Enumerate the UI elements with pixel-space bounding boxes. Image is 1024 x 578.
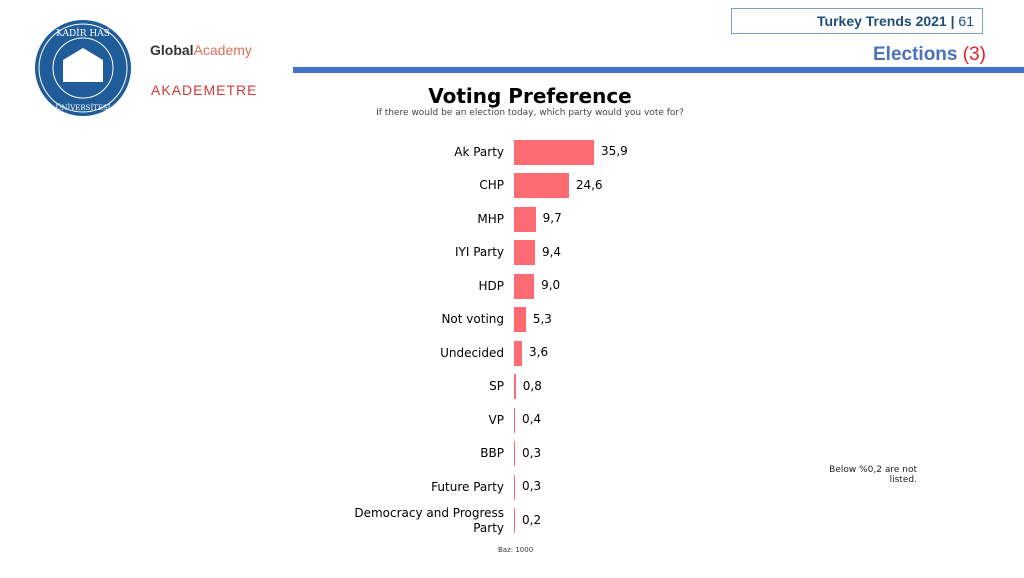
category-label: IYI Party xyxy=(454,245,504,259)
section-title: Elections (3) xyxy=(873,44,986,65)
value-label: 24,6 xyxy=(575,177,603,192)
akademetre-logo: AKADEMETRE xyxy=(151,82,258,98)
report-header: Turkey Trends 2021 | 61 xyxy=(731,8,983,34)
value-label: 5,3 xyxy=(532,311,552,326)
bar xyxy=(514,441,515,466)
svg-text:KADİR HAS: KADİR HAS xyxy=(56,27,110,39)
chart-note: Below %0,2 are not listed. xyxy=(829,465,917,485)
bar xyxy=(514,273,535,299)
category-label: Undecided xyxy=(440,345,504,360)
category-label: VP xyxy=(488,412,504,427)
category-label: Not voting xyxy=(441,312,504,326)
chart-subtitle: If there would be an election today, whi… xyxy=(376,108,684,118)
bar xyxy=(514,474,515,500)
value-label: 9,7 xyxy=(542,211,562,225)
category-label: Ak Party xyxy=(454,144,504,159)
value-label: 35,9 xyxy=(601,144,628,158)
bar xyxy=(514,307,526,332)
value-label: 0,3 xyxy=(522,445,542,460)
value-label: 0,3 xyxy=(522,479,542,493)
category-label: MHP xyxy=(477,211,504,226)
category-label: SP xyxy=(489,379,504,393)
value-label: 9,0 xyxy=(541,278,561,292)
value-label: 0,4 xyxy=(522,412,542,426)
bar xyxy=(514,374,516,399)
chart-title: Voting Preference xyxy=(428,84,632,108)
value-label: 0,2 xyxy=(522,512,542,527)
bar xyxy=(514,206,536,232)
global-academy-logo: GlobalAcademy xyxy=(150,42,252,58)
kadir-has-logo: KADİR HAS ÜNİVERSİTESİ xyxy=(35,20,131,116)
value-label: 3,6 xyxy=(529,345,549,359)
category-label: BBP xyxy=(480,446,504,460)
category-label: HDP xyxy=(478,278,505,293)
bar xyxy=(514,173,569,198)
base-size: Baz: 1000 xyxy=(498,546,534,554)
category-label: CHP xyxy=(479,178,504,192)
value-label: 0,8 xyxy=(522,378,542,393)
bar xyxy=(514,240,535,265)
category-label: Future Party xyxy=(431,479,504,494)
category-label: Democracy and Progress Party xyxy=(354,505,504,535)
bar xyxy=(514,340,523,366)
svg-text:ÜNİVERSİTESİ: ÜNİVERSİTESİ xyxy=(55,103,110,112)
bar xyxy=(514,139,595,165)
value-label: 9,4 xyxy=(541,244,562,259)
header-rule xyxy=(293,67,1024,73)
bar xyxy=(514,407,515,433)
bar xyxy=(514,508,515,533)
